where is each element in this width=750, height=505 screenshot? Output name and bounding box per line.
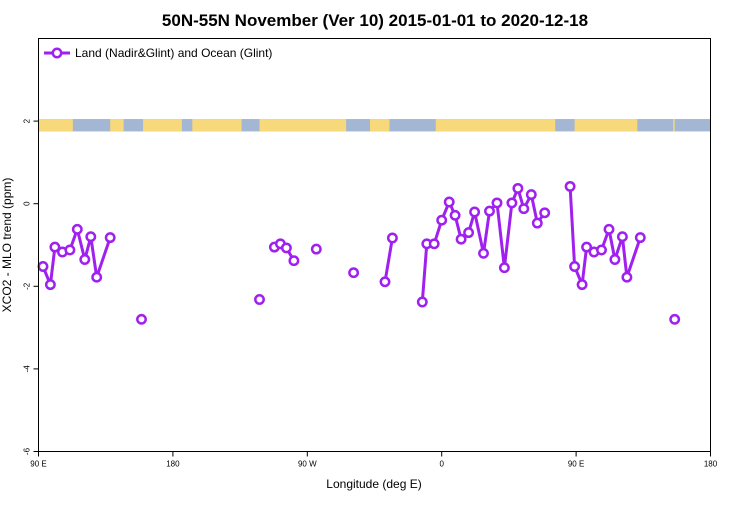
data-point [484,205,495,217]
land-band-segment [192,119,242,132]
data-point [428,238,440,250]
chart-title: 50N-55N November (Ver 10) 2015-01-01 to … [162,11,588,30]
land-band-segment [143,119,182,132]
y-tick-label: 0 [23,201,32,206]
series-line [41,227,112,287]
data-point [478,247,489,259]
data-point [443,196,455,208]
data-point [416,296,428,308]
data-point [104,232,116,244]
data-point [436,214,448,226]
data-point [91,271,103,283]
data-point [491,197,503,209]
x-tick-label: 180 [704,460,718,469]
data-point [518,203,530,215]
y-tick-label: -2 [23,282,32,290]
legend: Land (Nadir&Glint) and Ocean (Glint) [44,46,272,60]
data-point [531,217,543,229]
x-tick-label: 90 W [298,460,317,469]
data-point [669,313,681,325]
data-point [254,294,265,305]
data-point [71,223,83,235]
data-point [64,244,76,256]
data-point [581,241,593,253]
data-point [449,209,461,221]
data-point [136,313,147,325]
data-point [379,276,391,288]
data-point [44,279,56,291]
data-point [469,206,481,218]
y-tick-label: -6 [23,447,32,455]
legend-marker [51,47,63,59]
land-band-segment [259,119,347,132]
data-point [49,241,61,253]
land-band-segment [370,119,390,132]
plot-frame [38,38,711,452]
data-point [310,243,322,255]
surface-band [38,119,711,132]
legend-label: Land (Nadir&Glint) and Ocean (Glint) [75,46,272,60]
y-tick-label: -4 [23,365,32,373]
data-point [634,232,646,244]
series-layer [37,180,681,325]
data-point [596,244,607,256]
data-point [37,261,49,272]
data-point [288,255,300,267]
x-tick-label: 90 E [30,460,46,469]
data-point [463,227,475,239]
data-point [616,231,628,243]
data-point [79,254,91,265]
data-point [609,254,621,265]
data-point [85,231,97,243]
data-point [498,262,510,274]
data-point [506,197,518,209]
x-tick-label: 0 [439,460,444,469]
land-band-segment [574,119,638,132]
land-band-segment [110,119,124,132]
data-point [348,267,360,279]
data-point [455,233,467,245]
data-point [603,223,615,235]
x-axis-label: Longitude (deg E) [326,477,421,491]
data-point [386,232,398,244]
y-tick-label: 2 [23,118,32,123]
land-band-segment [435,119,556,132]
data-point [621,271,633,283]
data-point [525,189,537,201]
land-band-segment [673,119,675,132]
y-axis-label: XCO2 - MLO trend (ppm) [0,178,14,313]
x-tick-label: 90 E [568,460,584,469]
y-axis: -6 -4 -2 0 2 [23,118,39,455]
x-axis: 90 E 180 90 W 0 90 E 180 [30,451,718,469]
data-point [569,261,581,272]
data-point [539,207,551,219]
data-point [564,180,576,192]
series-line [568,186,642,287]
x-tick-label: 180 [166,460,180,469]
data-point [280,242,292,254]
data-point [576,279,588,291]
series-line [383,237,394,283]
land-band-segment [38,119,73,132]
data-point [512,182,524,194]
